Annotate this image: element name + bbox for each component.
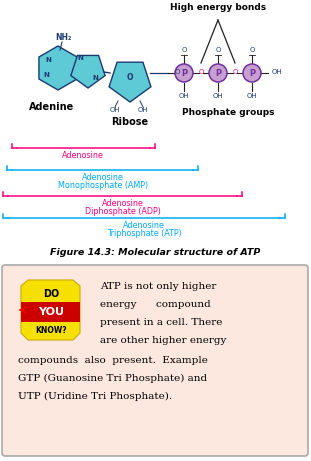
Text: GTP (Guanosine Tri Phosphate) and: GTP (Guanosine Tri Phosphate) and <box>18 374 207 383</box>
Text: P: P <box>181 69 187 77</box>
Text: energy      compound: energy compound <box>100 300 211 309</box>
Text: O: O <box>215 47 221 53</box>
Text: Figure 14.3: Molecular structure of ATP: Figure 14.3: Molecular structure of ATP <box>50 248 260 257</box>
Text: OH: OH <box>138 107 148 113</box>
Text: Adenine: Adenine <box>29 102 75 112</box>
Text: Adenosine: Adenosine <box>82 173 124 182</box>
Bar <box>21 302 80 322</box>
Text: O: O <box>232 69 238 75</box>
FancyBboxPatch shape <box>2 265 308 456</box>
Text: N: N <box>92 75 98 81</box>
Text: O: O <box>174 69 180 75</box>
Text: YOU: YOU <box>38 307 64 317</box>
Text: present in a cell. There: present in a cell. There <box>100 318 222 327</box>
Text: DO: DO <box>43 289 59 299</box>
Text: compounds  also  present.  Example: compounds also present. Example <box>18 356 208 365</box>
Text: Adenosine: Adenosine <box>102 199 144 208</box>
Text: Adenosine: Adenosine <box>123 221 165 230</box>
Circle shape <box>243 64 261 82</box>
Text: High energy bonds: High energy bonds <box>170 3 266 12</box>
Text: N: N <box>77 55 83 61</box>
Circle shape <box>209 64 227 82</box>
Text: N: N <box>45 57 51 63</box>
Text: OH: OH <box>213 93 223 99</box>
Polygon shape <box>71 55 105 88</box>
Text: ATP is not only higher: ATP is not only higher <box>100 282 216 291</box>
Text: P: P <box>215 69 221 77</box>
Text: are other higher energy: are other higher energy <box>100 336 226 345</box>
Text: UTP (Uridine Tri Phosphate).: UTP (Uridine Tri Phosphate). <box>18 392 172 401</box>
Polygon shape <box>109 62 151 102</box>
Text: Phosphate groups: Phosphate groups <box>182 108 274 117</box>
Text: OH: OH <box>179 93 189 99</box>
Text: O: O <box>198 69 204 75</box>
Text: N: N <box>43 72 49 78</box>
Text: Ribose: Ribose <box>111 117 149 127</box>
Polygon shape <box>21 280 80 340</box>
Text: O: O <box>127 72 133 82</box>
Polygon shape <box>39 46 77 90</box>
Text: O: O <box>249 47 255 53</box>
Text: Adenosine: Adenosine <box>62 151 104 160</box>
Text: Diphosphate (ADP): Diphosphate (ADP) <box>85 207 161 216</box>
Circle shape <box>175 64 193 82</box>
Text: P: P <box>249 69 255 77</box>
Text: Triphosphate (ATP): Triphosphate (ATP) <box>107 229 181 238</box>
Text: OH: OH <box>110 107 120 113</box>
Text: O: O <box>181 47 187 53</box>
Text: NH₂: NH₂ <box>55 34 71 42</box>
Text: KNOW?: KNOW? <box>35 325 67 335</box>
Text: OH: OH <box>247 93 257 99</box>
Text: Monophosphate (AMP): Monophosphate (AMP) <box>58 181 148 190</box>
Text: OH: OH <box>272 69 283 75</box>
